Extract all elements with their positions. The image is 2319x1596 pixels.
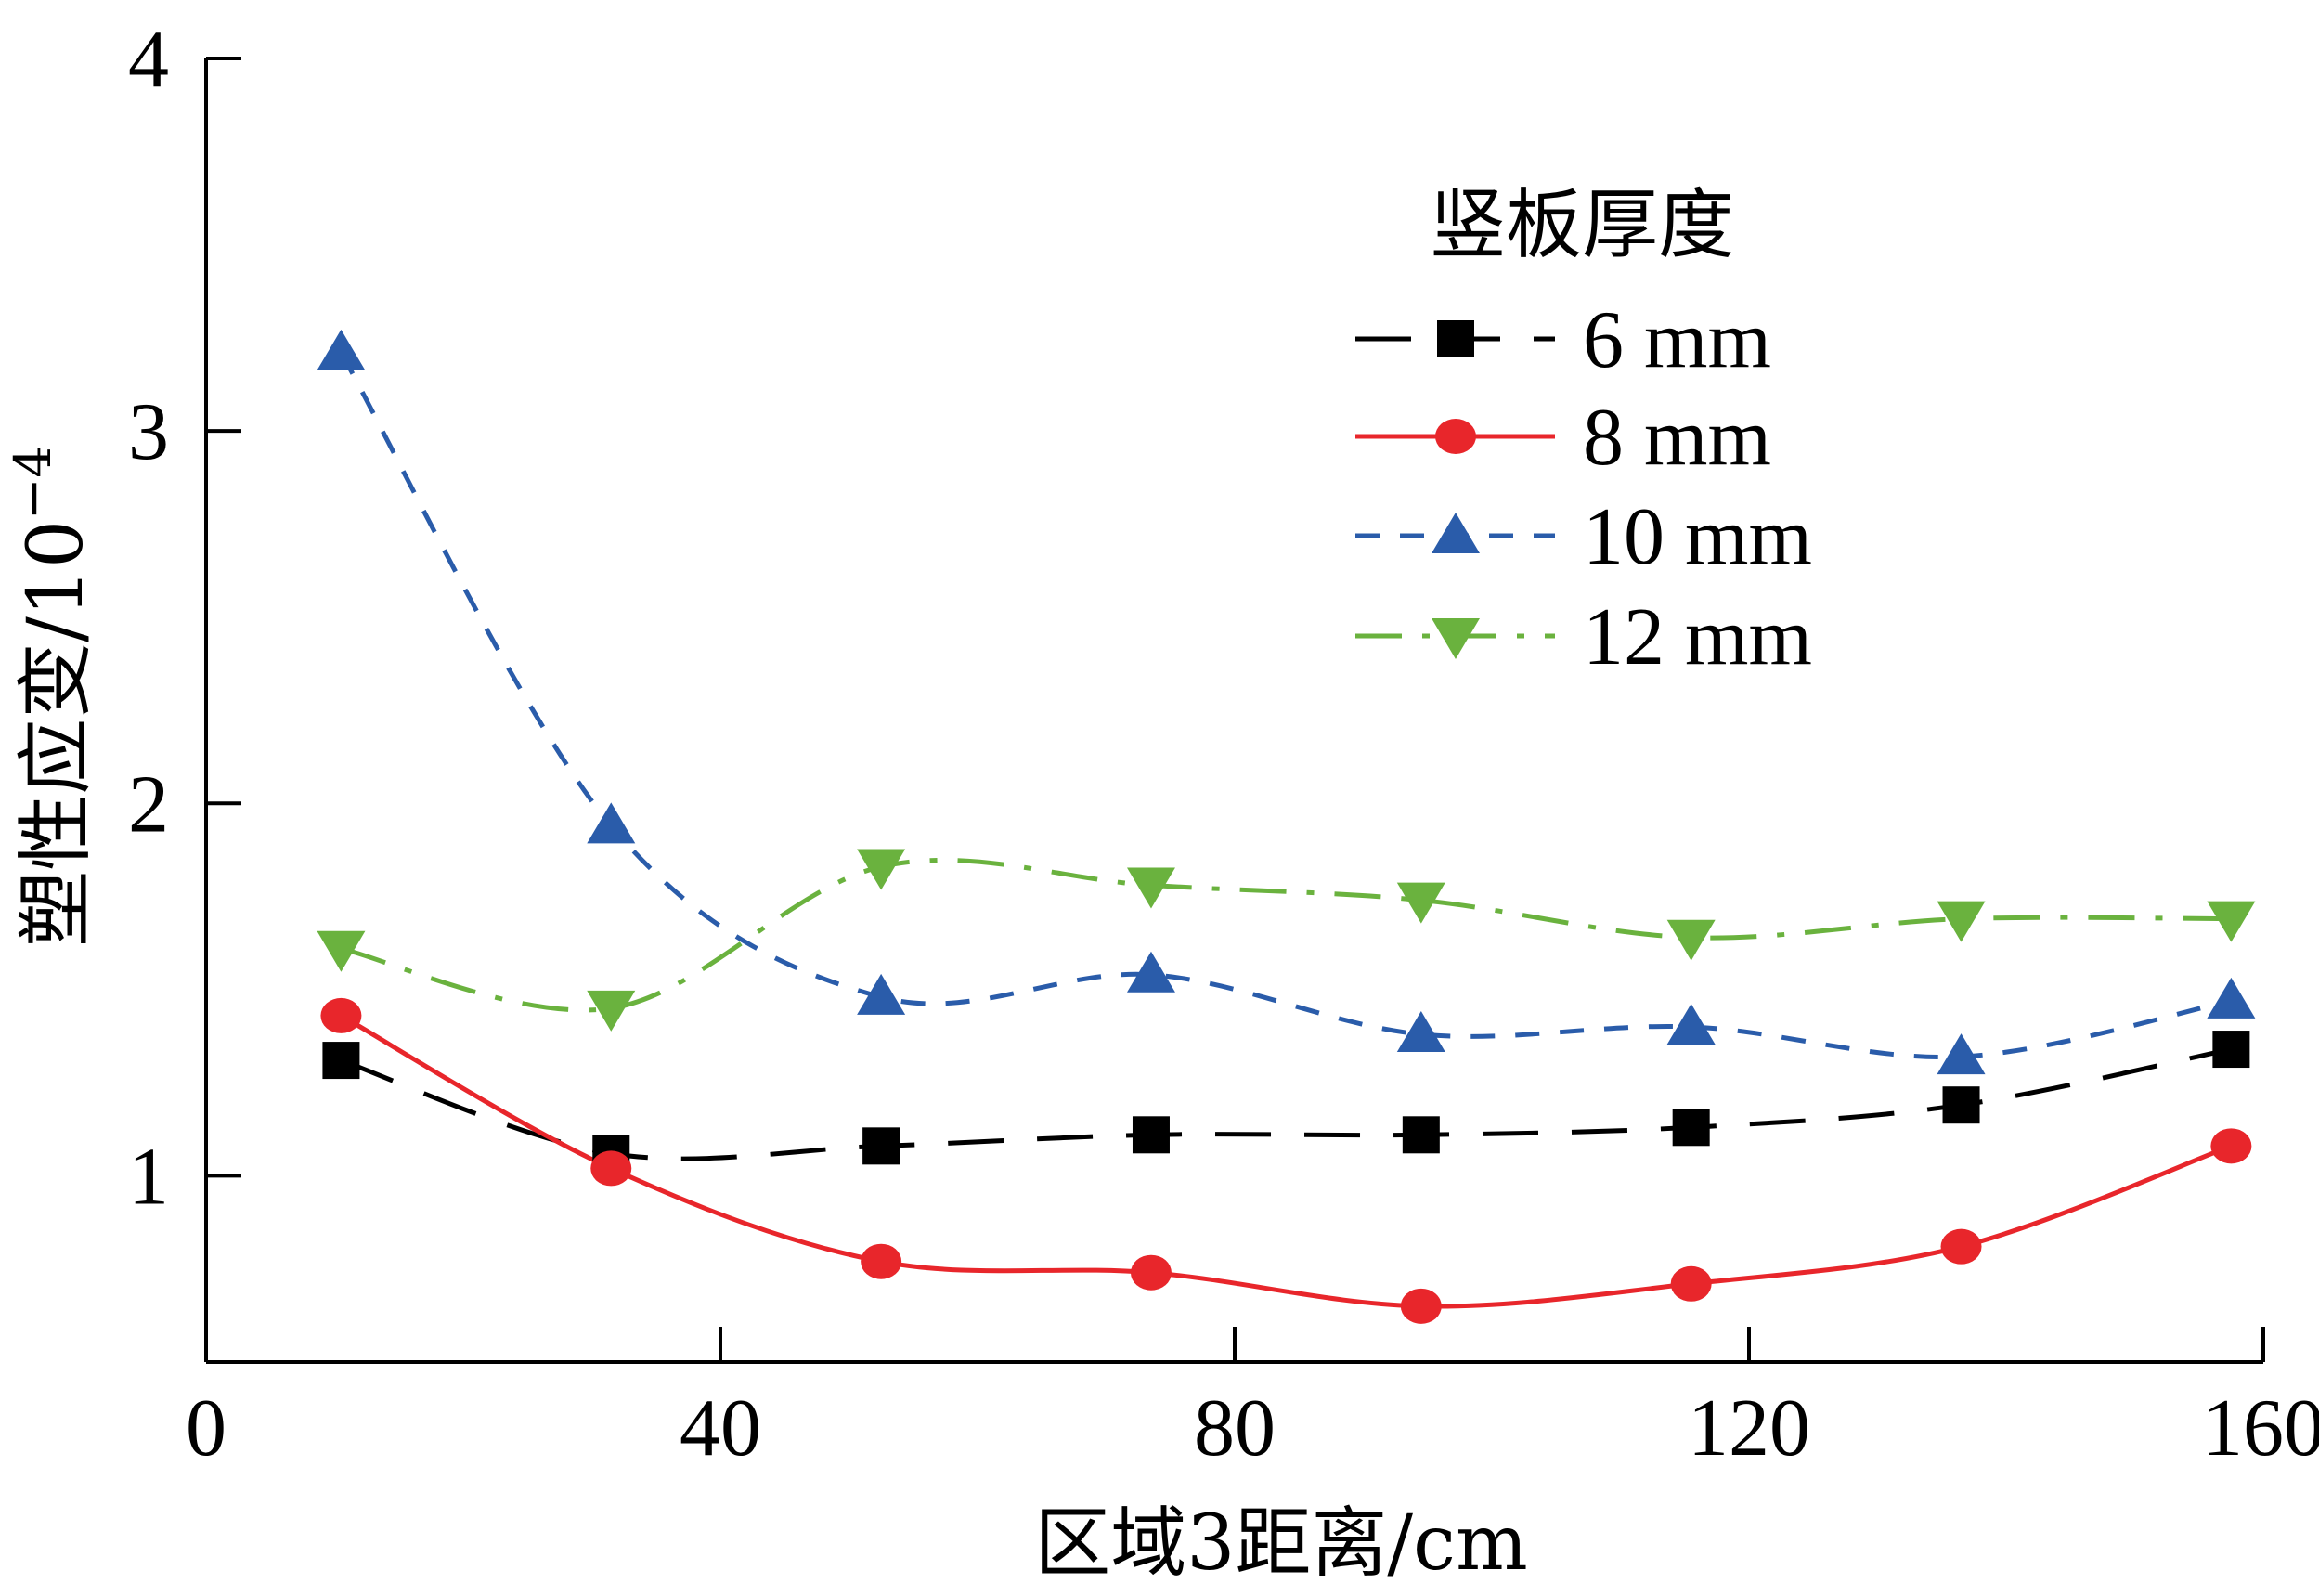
series-0-point [322, 1042, 360, 1080]
series-2-point [2207, 977, 2256, 1019]
x-tick-label: 0 [186, 1383, 227, 1473]
axes [204, 58, 2263, 1364]
series-3-point [1937, 901, 1986, 942]
series-1-point [1670, 1265, 1712, 1302]
legend-label-2: 10 mm [1583, 492, 1812, 582]
series-2-point [1666, 1003, 1716, 1045]
series-3-point [857, 849, 906, 890]
y-tick-label: 1 [128, 1132, 169, 1222]
series-1-point [861, 1243, 902, 1279]
series-0-point [1672, 1109, 1710, 1147]
y-tick-label: 3 [128, 387, 169, 477]
series-1-point [320, 997, 362, 1033]
series-line-1 [340, 1013, 2233, 1309]
series-3-point [1666, 919, 1716, 961]
series-0-point [2212, 1031, 2250, 1069]
series-2-point [1937, 1033, 1986, 1075]
x-tick-label: 120 [1688, 1383, 1810, 1473]
series-3-point [1396, 882, 1445, 924]
legend-marker-0 [1437, 320, 1474, 357]
y-axis-title: 塑性应变/10−4 [4, 446, 100, 947]
legend-label-3: 12 mm [1583, 592, 1812, 682]
legend-marker-3 [1432, 618, 1480, 659]
series-2-point [317, 329, 366, 370]
series-1-point [2210, 1128, 2252, 1164]
legend-marker-1 [1435, 419, 1476, 454]
series-2-point [1126, 951, 1175, 993]
series-3-point [317, 930, 366, 972]
y-tick-label: 2 [128, 759, 169, 850]
y-tick-label: 4 [128, 15, 169, 105]
x-axis-title: 区域3距离/cm [1034, 1499, 1527, 1588]
plot-lines [339, 351, 2233, 1309]
series-1-point [1400, 1288, 1442, 1324]
y-axis-title-exponent: −4 [4, 446, 62, 520]
series-1-point [590, 1150, 632, 1187]
y-axis-title-main: 塑性应变/10 [12, 520, 100, 947]
series-line-3 [340, 857, 2232, 1013]
series-2-point [587, 802, 636, 844]
series-0-point [1132, 1116, 1170, 1154]
legend-label-1: 8 mm [1583, 393, 1771, 483]
legend-label-0: 6 mm [1583, 295, 1771, 385]
series-2-point [857, 973, 906, 1015]
series-0-point [862, 1127, 900, 1165]
series-line-0 [340, 1046, 2232, 1161]
plot-markers [317, 329, 2256, 1324]
series-3-point [587, 990, 636, 1032]
series-2-point [1396, 1010, 1445, 1052]
series-1-point [1940, 1228, 1982, 1265]
series-0-point [1402, 1116, 1440, 1154]
series-3-point [2207, 901, 2256, 942]
series-1-point [1130, 1254, 1172, 1291]
series-3-point [1126, 867, 1175, 909]
legend-marker-2 [1432, 513, 1480, 553]
x-tick-label: 80 [1194, 1383, 1276, 1473]
x-tick-label: 40 [680, 1383, 761, 1473]
x-tick-label: 160 [2202, 1383, 2319, 1473]
legend-title: 竖板厚度 [1430, 181, 1734, 269]
series-0-point [1942, 1086, 1980, 1124]
series-line-2 [339, 351, 2232, 1060]
